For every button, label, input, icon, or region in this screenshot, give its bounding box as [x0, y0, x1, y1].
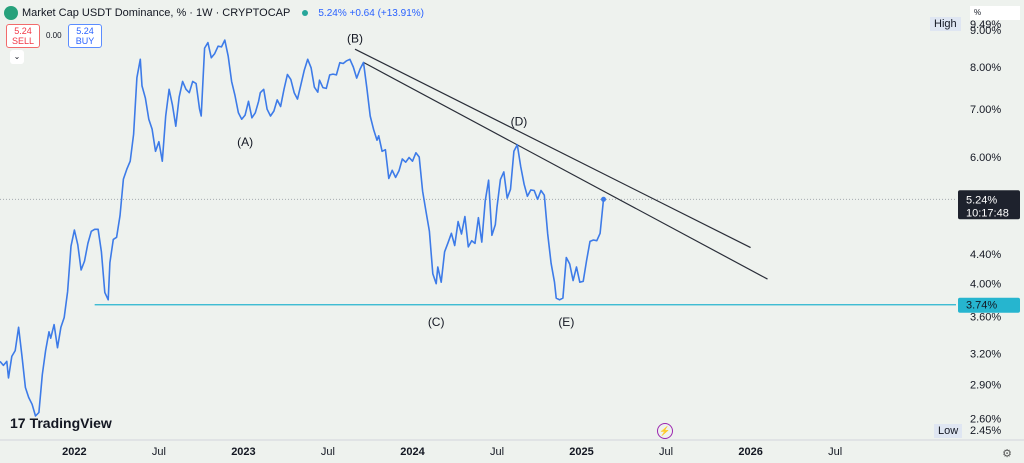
- x-tick-label: Jul: [321, 446, 335, 458]
- bar-countdown-label: 10:17:48: [966, 207, 1009, 219]
- settings-gear-icon[interactable]: ⚙: [1002, 448, 1012, 460]
- x-tick-label: Jul: [659, 446, 673, 458]
- x-tick-label: 2025: [569, 446, 593, 458]
- buy-button[interactable]: 5.24 BUY: [68, 24, 102, 48]
- y-tick-label: 9.00%: [970, 25, 1001, 37]
- sell-price: 5.24: [14, 26, 32, 36]
- y-tick-label: 4.40%: [970, 249, 1001, 261]
- y-tick-label: 2.60%: [970, 413, 1001, 425]
- high-label: High: [930, 17, 961, 31]
- low-label: Low: [934, 424, 963, 438]
- tradingview-mark-icon: 17: [10, 415, 26, 431]
- x-tick-label: 2026: [738, 446, 762, 458]
- sell-button[interactable]: 5.24 SELL: [6, 24, 40, 48]
- symbol-title: Market Cap USDT Dominance, % · 1W · CRYP…: [22, 7, 291, 19]
- x-tick-label: Jul: [828, 446, 842, 458]
- last-price-point: [601, 196, 607, 202]
- y-tick-label: 4.00%: [970, 279, 1001, 291]
- trendline-1: [354, 48, 751, 249]
- y-tick-label: 3.60%: [970, 312, 1001, 324]
- spread-value: 0.00: [46, 31, 62, 40]
- x-tick-label: 2023: [231, 446, 255, 458]
- symbol-quote: 5.24% +0.64 (+13.91%): [318, 7, 424, 19]
- y-tick-label: 7.00%: [970, 104, 1001, 116]
- tradingview-brand: TradingView: [29, 415, 112, 431]
- wave-label: (C): [428, 315, 445, 329]
- y-tick-label: 2.90%: [970, 379, 1001, 391]
- trendline-2: [363, 61, 768, 280]
- current-price-label: 5.24%: [966, 194, 997, 206]
- x-tick-label: 2024: [400, 446, 425, 458]
- buy-label: BUY: [75, 36, 95, 46]
- market-status-icon: [302, 10, 309, 16]
- x-tick-label: Jul: [152, 446, 166, 458]
- lightning-icon[interactable]: ⚡: [657, 423, 673, 439]
- sell-label: SELL: [11, 36, 35, 46]
- usdt-dominance-line: [0, 39, 605, 417]
- buy-price: 5.24: [76, 26, 94, 36]
- tradingview-logo[interactable]: 17 TradingView: [10, 415, 112, 431]
- wave-label: (A): [237, 135, 253, 149]
- y-tick-label: 6.00%: [970, 152, 1001, 164]
- collapse-chevron-icon[interactable]: ⌄: [10, 50, 24, 64]
- high-value: 9.49%: [970, 19, 1001, 31]
- support-price-label: 3.74%: [966, 300, 997, 312]
- symbol-header[interactable]: Market Cap USDT Dominance, % · 1W · CRYP…: [4, 4, 424, 22]
- wave-label: (B): [347, 32, 363, 46]
- x-tick-label: 2022: [62, 446, 86, 458]
- tether-logo-icon: [4, 6, 18, 20]
- support-price-tag: [958, 297, 1020, 313]
- axis-percent-menu[interactable]: %: [970, 6, 1020, 20]
- y-tick-label: 3.20%: [970, 348, 1001, 360]
- y-tick-label: 8.00%: [970, 62, 1001, 74]
- current-price-tag: [958, 190, 1020, 220]
- low-value: 2.45%: [970, 425, 1001, 437]
- wave-label: (D): [511, 115, 528, 129]
- x-tick-label: Jul: [490, 446, 504, 458]
- wave-label: (E): [558, 315, 574, 329]
